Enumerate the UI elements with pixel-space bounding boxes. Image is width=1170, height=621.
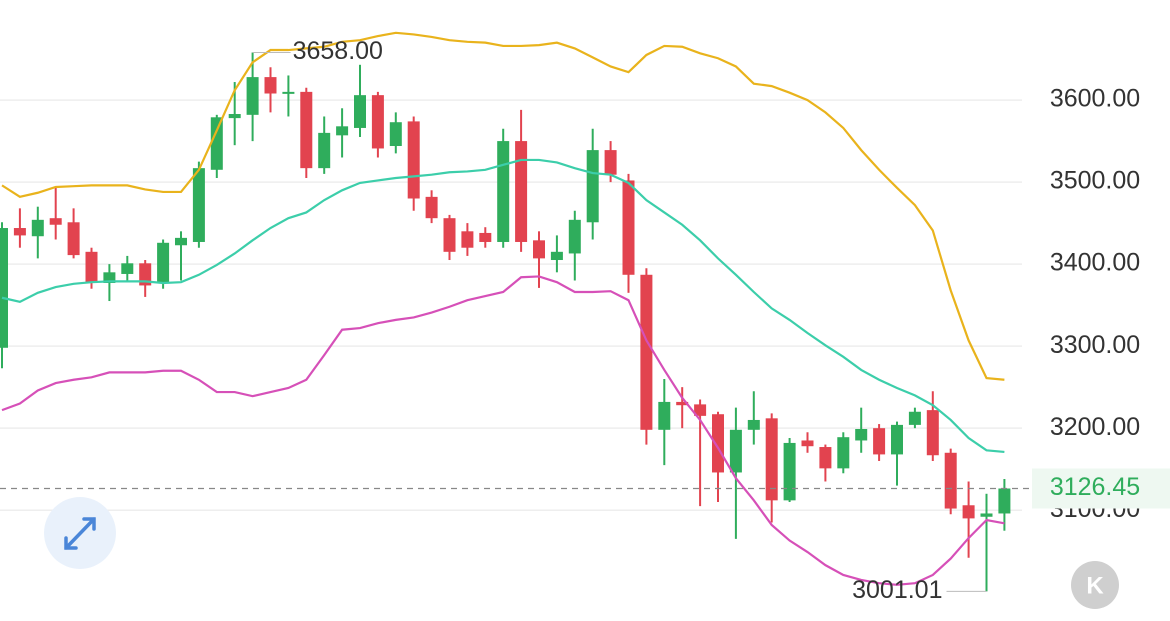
candle-body [246,77,259,115]
candle-body [497,141,510,242]
candle-body [67,222,80,256]
candle-body [354,95,366,128]
band-line [1,31,1005,381]
candle-body [765,418,778,501]
candle-body [568,219,581,254]
y-tick-label: 3500.00 [1050,167,1140,195]
expand-button[interactable] [44,497,116,569]
candle-body [747,419,760,430]
candle-body [210,117,223,170]
kline-button[interactable] [1071,561,1119,609]
candle-body [658,401,671,430]
candle-body [586,150,599,223]
candle-body [336,126,349,136]
candle-body [712,414,724,473]
candle-body [926,410,939,456]
candle-body [729,429,742,473]
candle-body [533,240,545,259]
candle-body [318,132,331,169]
candle-body [980,513,993,517]
candle-body [13,228,26,236]
candle-body [300,91,313,169]
candle-body [443,218,456,252]
min-label: 3001.01 [852,576,942,604]
candle-body [783,442,796,501]
candle-body [461,231,474,248]
candle-body [407,121,420,199]
candle-body [837,437,850,469]
y-tick-label: 3600.00 [1050,85,1140,113]
candle-body [31,219,44,237]
candle-body [908,411,921,425]
candle-body [103,272,116,283]
candle-body [550,251,563,261]
candle-body [121,263,134,274]
candle-body [479,232,492,242]
candle-body [801,440,814,447]
y-tick-label: 3300.00 [1050,331,1140,359]
expand-icon[interactable] [64,517,96,550]
candle-body [998,488,1011,514]
last-price-label: 3126.45 [1050,473,1140,501]
candle-body [425,196,438,219]
candle-body [0,228,8,348]
candle-body [676,401,689,406]
candle-body [604,150,617,175]
candle-body [264,77,277,94]
candle-body [694,404,707,416]
candle-body [819,447,832,469]
candle-body [944,452,957,509]
candle-body [640,274,653,430]
candle-body [962,505,975,519]
candle-body [192,168,205,242]
candle-body [515,141,528,242]
candle-body [228,114,241,119]
candle-body [389,122,402,147]
candle-body [891,424,903,455]
max-label: 3658.00 [293,37,383,65]
candle-body [175,237,187,246]
kline-button-label: K [1086,572,1104,599]
candle-body [49,218,62,225]
candle-body [282,91,295,94]
candle-body [855,428,868,441]
last-price-box [1032,468,1170,509]
candle-body [622,180,635,275]
candle-body [139,263,152,286]
candle-body [85,251,98,283]
candle-body [157,242,170,283]
background: 3100.003200.003300.003400.003500.003600.… [0,85,1140,523]
candle-body [371,95,384,149]
candle-body [873,428,886,455]
band-line [1,158,1005,454]
band-line [1,275,1005,586]
y-tick-label: 3200.00 [1050,413,1140,441]
y-tick-label: 3400.00 [1050,249,1140,277]
